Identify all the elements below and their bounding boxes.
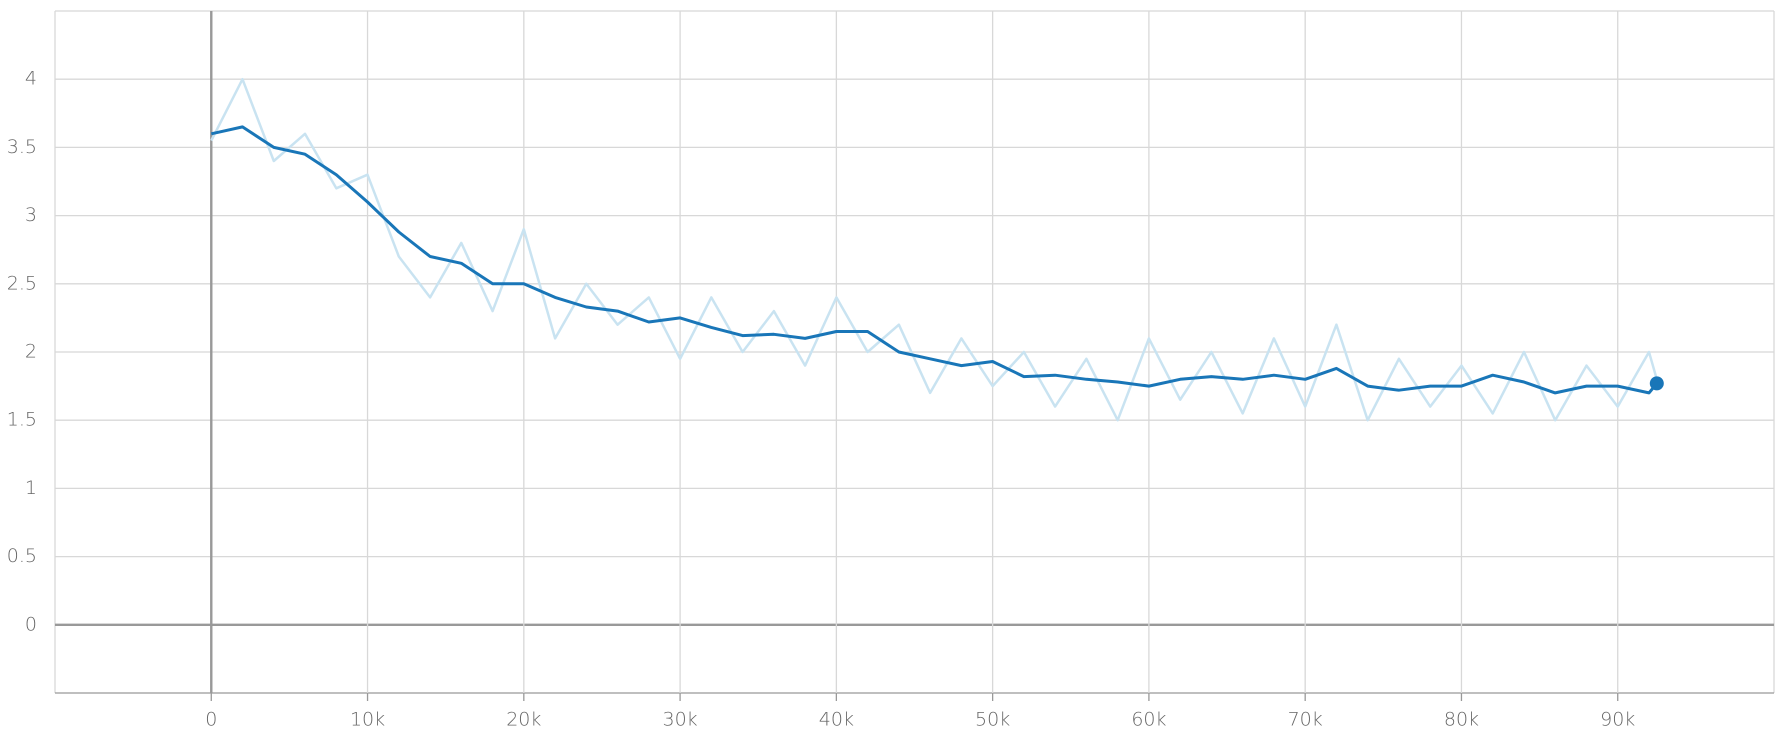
x-tick-label: 80k [1444, 709, 1479, 731]
x-tick-label: 30k [662, 709, 697, 731]
y-tick-label: 3 [25, 204, 37, 226]
x-tick-label: 90k [1600, 709, 1635, 731]
x-tick-label: 20k [506, 709, 541, 731]
x-tick-label: 50k [975, 709, 1010, 731]
y-tick-label: 1.5 [7, 409, 37, 431]
y-tick-label: 0 [25, 613, 37, 635]
y-tick-label: 0.5 [7, 545, 37, 567]
y-tick-label: 2.5 [7, 272, 37, 294]
y-tick-label: 4 [25, 68, 37, 90]
y-tick-label: 2 [25, 341, 37, 363]
raw-line [210, 77, 1659, 422]
y-tick-label: 3.5 [7, 136, 37, 158]
y-tick-label: 1 [25, 477, 37, 499]
smoothed-line [210, 125, 1658, 395]
end-point [1649, 376, 1664, 391]
x-tick-label: 70k [1288, 709, 1323, 731]
x-tick-label: 0 [205, 709, 217, 731]
x-tick-label: 10k [350, 709, 385, 731]
x-tick-label: 40k [819, 709, 854, 731]
x-tick-label: 60k [1131, 709, 1166, 731]
